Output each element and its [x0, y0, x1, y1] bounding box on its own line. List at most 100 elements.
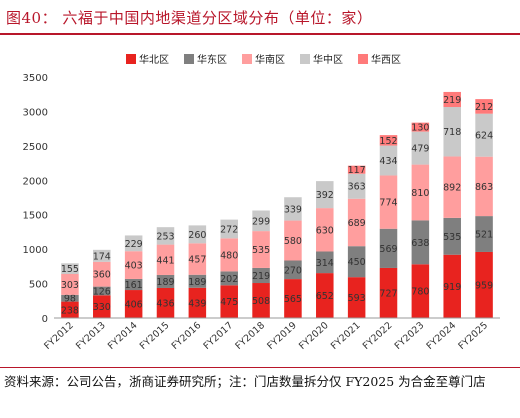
bar-7-3	[284, 197, 302, 221]
bar-8-1	[316, 251, 334, 274]
bar-6-2	[252, 231, 270, 268]
bar-0-2	[61, 274, 79, 295]
data-label-11-1: 638	[411, 238, 429, 249]
bar-2-2	[124, 251, 143, 279]
bar-2-0	[124, 290, 143, 318]
bar-13-3	[475, 113, 493, 157]
bar-6-3	[252, 210, 270, 232]
bar-4-3	[188, 225, 207, 244]
bar-12-3	[443, 107, 461, 157]
data-label-3-2: 441	[156, 255, 174, 266]
data-label-8-1: 314	[316, 258, 334, 269]
data-label-0-2: 303	[61, 280, 79, 291]
data-label-8-3: 392	[316, 190, 334, 201]
data-label-10-3: 434	[379, 156, 397, 167]
bar-5-2	[220, 238, 238, 272]
bar-12-2	[443, 156, 461, 218]
bar-10-3	[379, 145, 398, 176]
data-label-0-0: 238	[61, 305, 79, 316]
legend-swatch-4	[358, 53, 368, 64]
y-tick-label-5: 2500	[23, 142, 48, 153]
data-label-5-0: 475	[220, 297, 238, 308]
legend-item-4: 华西区	[358, 51, 401, 66]
bar-9-0	[347, 277, 366, 318]
data-label-12-2: 892	[443, 183, 461, 194]
chart-legend: 华北区 华东区 华南区 华中区 华西区	[126, 51, 401, 66]
x-tick-label-10: FY2022	[361, 320, 395, 352]
bar-11-2	[411, 164, 430, 221]
data-label-9-0: 593	[348, 293, 366, 304]
bar-2-3	[124, 235, 143, 252]
x-tick-label-1: FY2013	[74, 320, 108, 352]
data-label-9-3: 363	[348, 182, 366, 193]
data-label-0-3: 155	[61, 264, 79, 275]
data-label-4-3: 260	[188, 230, 206, 241]
x-tick-label-6: FY2018	[233, 320, 267, 352]
data-label-4-2: 457	[188, 255, 206, 266]
legend-swatch-3	[300, 53, 310, 64]
y-tick-label-3: 1500	[23, 211, 48, 222]
data-label-6-1: 219	[252, 271, 270, 282]
x-tick-label-9: FY2021	[329, 320, 363, 352]
bar-13-1	[475, 216, 493, 252]
data-label-13-3: 624	[475, 131, 493, 142]
data-label-2-0: 406	[125, 300, 143, 311]
data-label-5-1: 202	[220, 274, 238, 285]
data-label-8-2: 630	[316, 225, 334, 236]
x-tick-label-13: FY2025	[456, 320, 490, 352]
x-tick-label-3: FY2015	[138, 320, 172, 352]
data-label-2-1: 161	[125, 280, 143, 291]
bar-11-1	[411, 220, 430, 265]
data-label-3-3: 253	[156, 231, 174, 242]
legend-swatch-1	[184, 53, 194, 64]
data-label-6-3: 299	[252, 216, 270, 227]
data-label-2-3: 229	[125, 239, 143, 250]
legend-item-3: 华中区	[300, 51, 343, 66]
x-tick-label-5: FY2017	[202, 320, 236, 352]
bar-7-1	[284, 260, 302, 280]
data-label-12-1: 535	[443, 232, 461, 243]
data-label-10-2: 774	[379, 198, 397, 209]
bar-3-2	[156, 244, 175, 275]
legend-item-1: 华东区	[184, 51, 227, 66]
x-tick-label-7: FY2019	[265, 320, 299, 352]
data-label-3-1: 189	[156, 277, 174, 288]
y-tick-label-0: 0	[42, 314, 48, 325]
data-label-12-0: 919	[443, 282, 461, 293]
data-label-11-3: 479	[411, 144, 429, 155]
bar-1-1	[93, 286, 111, 296]
bar-8-2	[316, 208, 334, 252]
data-label-1-0: 330	[93, 302, 111, 313]
data-label-12-4: 219	[443, 95, 461, 106]
legend-item-2: 华南区	[242, 51, 285, 66]
bar-4-2	[188, 243, 207, 275]
bar-8-3	[316, 181, 334, 209]
bar-13-4	[475, 99, 493, 114]
data-label-9-4: 117	[348, 165, 366, 176]
bar-10-1	[379, 228, 398, 268]
bar-4-1	[188, 274, 207, 288]
legend-swatch-0	[126, 53, 136, 64]
x-tick-label-2: FY2014	[106, 320, 140, 352]
legend-item-0: 华北区	[126, 51, 169, 66]
data-label-6-0: 508	[252, 296, 270, 307]
data-label-7-2: 580	[284, 236, 302, 247]
bar-6-1	[252, 267, 270, 284]
chart-title: 图40： 六福于中国内地渠道分区域分布（单位：家）	[6, 9, 373, 27]
x-tick-label-11: FY2023	[393, 320, 427, 352]
bar-12-0	[443, 254, 461, 318]
bar-11-0	[411, 264, 430, 318]
bar-6-0	[252, 283, 270, 318]
bar-4-0	[188, 287, 207, 318]
legend-label-1: 华东区	[197, 55, 227, 66]
bar-10-2	[379, 175, 398, 229]
data-label-8-0: 652	[316, 291, 334, 302]
legend-label-0: 华北区	[139, 55, 169, 66]
bar-5-0	[220, 285, 238, 318]
bar-0-1	[61, 294, 79, 302]
legend-label-2: 华南区	[255, 55, 285, 66]
data-label-1-2: 360	[93, 270, 111, 281]
data-label-5-2: 480	[220, 250, 238, 261]
bar-7-2	[284, 220, 302, 261]
bar-13-0	[475, 251, 493, 318]
